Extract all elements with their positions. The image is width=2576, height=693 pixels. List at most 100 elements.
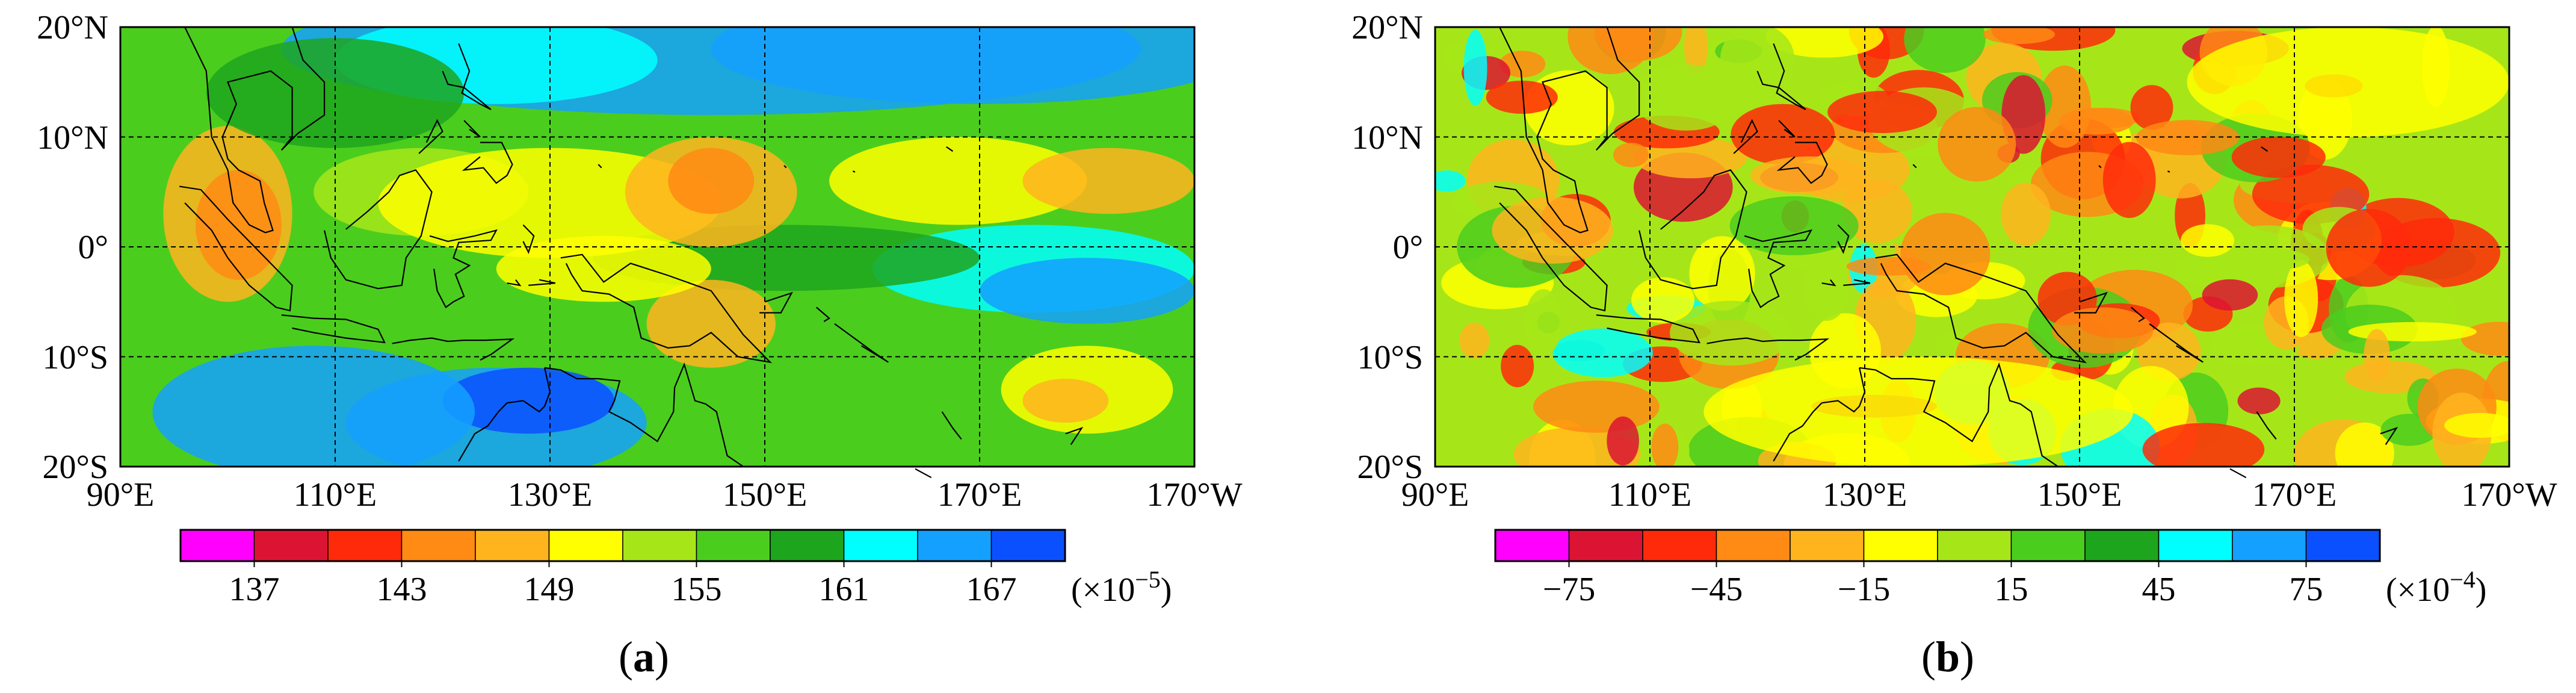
colorbar-swatch bbox=[475, 529, 550, 562]
coastline bbox=[324, 169, 433, 290]
colorbar-frame bbox=[1494, 529, 2381, 562]
colorbar-swatch bbox=[1568, 529, 1643, 562]
field-patch bbox=[2187, 27, 2509, 137]
coastline bbox=[1843, 279, 1871, 286]
lat-label-10s: 10°S bbox=[1357, 339, 1423, 376]
field-patch bbox=[2335, 422, 2394, 467]
colorbar-swatch bbox=[843, 529, 918, 562]
colorbar-swatch bbox=[1716, 529, 1791, 562]
lon-label-110e: 110°E bbox=[1608, 476, 1692, 514]
coastline bbox=[281, 314, 386, 344]
colorbar-swatch bbox=[401, 529, 476, 562]
map-frame bbox=[1434, 26, 2510, 468]
coastline bbox=[1912, 164, 1917, 169]
coastline bbox=[1821, 279, 1836, 287]
field-patch bbox=[152, 346, 475, 467]
colorbar-swatch bbox=[1495, 529, 1570, 562]
colorbar-swatch bbox=[2158, 529, 2233, 562]
lon-label-170e: 170°E bbox=[2252, 476, 2337, 514]
coastline bbox=[852, 170, 856, 173]
gridlines bbox=[120, 27, 1194, 467]
colorbar-tick-label: 149 bbox=[524, 571, 575, 608]
field-patch bbox=[196, 170, 282, 280]
coastline bbox=[1499, 26, 1640, 234]
map-frame bbox=[119, 26, 1196, 468]
coastline bbox=[1773, 402, 1823, 462]
coastline bbox=[1065, 427, 1084, 446]
colorbar-tick-label: 161 bbox=[819, 571, 869, 608]
colorbar-swatch bbox=[622, 529, 697, 562]
field-patch bbox=[1983, 27, 2056, 45]
field-patch bbox=[1804, 255, 1849, 321]
field-patch bbox=[829, 137, 1087, 225]
colorbar-swatch bbox=[770, 529, 845, 562]
field-patch bbox=[668, 148, 755, 214]
lat-label-eq: 0° bbox=[78, 229, 108, 266]
coastline bbox=[528, 279, 556, 286]
colorbar-swatch bbox=[548, 529, 623, 562]
colorbar-multiplier: (×10−5) bbox=[1071, 566, 1172, 609]
field-patch bbox=[1938, 107, 2016, 182]
field-patch bbox=[1731, 104, 1835, 165]
colorbar-tick-label: 137 bbox=[229, 571, 280, 608]
field-patch bbox=[2231, 136, 2326, 178]
colorbar-tick-label: 15 bbox=[1995, 571, 2028, 608]
coastline bbox=[463, 120, 481, 138]
field-patch bbox=[1459, 322, 1489, 359]
field-patch bbox=[646, 279, 776, 368]
field-patch bbox=[1613, 143, 1649, 167]
colorbar-swatch bbox=[1863, 529, 1938, 562]
map-field-b bbox=[1435, 27, 2509, 467]
coastline bbox=[2229, 468, 2247, 479]
field-patch bbox=[1689, 236, 1755, 311]
lat-label-10s: 10°S bbox=[42, 339, 108, 376]
field-patch bbox=[1651, 423, 1679, 467]
field-patch bbox=[2130, 85, 2173, 130]
colorbar-a: 137 143 149 155 161 167 bbox=[179, 529, 1066, 608]
field-patch bbox=[2038, 65, 2092, 148]
lon-label-90e: 90°E bbox=[87, 476, 155, 514]
coastline bbox=[2098, 165, 2102, 169]
field-patch bbox=[1684, 27, 1708, 74]
colorbar-tick-label: 155 bbox=[672, 571, 722, 608]
colorbar-swatch bbox=[2010, 529, 2086, 562]
caption-b: (b) bbox=[1921, 633, 1974, 681]
field-patch bbox=[1533, 381, 1660, 433]
coastline bbox=[429, 229, 498, 309]
field-patch bbox=[2001, 182, 2051, 246]
lat-label-eq: 0° bbox=[1393, 229, 1423, 266]
coastline bbox=[1494, 185, 1608, 312]
coastline bbox=[392, 337, 515, 361]
field-patch bbox=[496, 235, 711, 302]
coastline bbox=[179, 185, 293, 312]
coastline bbox=[598, 164, 602, 169]
coastline bbox=[507, 279, 522, 287]
colorbar-swatch bbox=[1790, 529, 1865, 562]
colorbar-swatch bbox=[180, 529, 255, 562]
field-patch bbox=[1022, 379, 1109, 423]
coastline bbox=[1756, 43, 1806, 110]
colorbar-swatch bbox=[1937, 529, 2012, 562]
field-patch bbox=[1765, 27, 1883, 58]
field-patch bbox=[1904, 27, 1986, 73]
colorbar-swatch bbox=[1642, 529, 1717, 562]
lon-label-130e: 130°E bbox=[1823, 476, 1907, 514]
lon-label-170w: 170°W bbox=[1146, 476, 1242, 514]
coastline bbox=[458, 402, 508, 462]
lon-label-170w: 170°W bbox=[2461, 476, 2557, 514]
caption-a: (a) bbox=[619, 633, 669, 681]
colorbar-swatch bbox=[2305, 529, 2380, 562]
lat-label-20s: 20°S bbox=[1357, 449, 1423, 486]
coastline bbox=[759, 291, 793, 314]
lat-label-20s: 20°S bbox=[42, 449, 108, 486]
field-patch bbox=[1463, 30, 1487, 106]
field-patch bbox=[2052, 307, 2154, 354]
field-patch bbox=[1486, 81, 1558, 114]
field-patch bbox=[1750, 156, 1869, 194]
field-patch bbox=[1499, 51, 1546, 78]
field-patch bbox=[980, 258, 1194, 324]
coastline bbox=[2130, 306, 2145, 323]
field-patch bbox=[1633, 64, 1739, 131]
colorbar-tick-label: 45 bbox=[2142, 571, 2176, 608]
field-patch bbox=[2102, 141, 2156, 219]
